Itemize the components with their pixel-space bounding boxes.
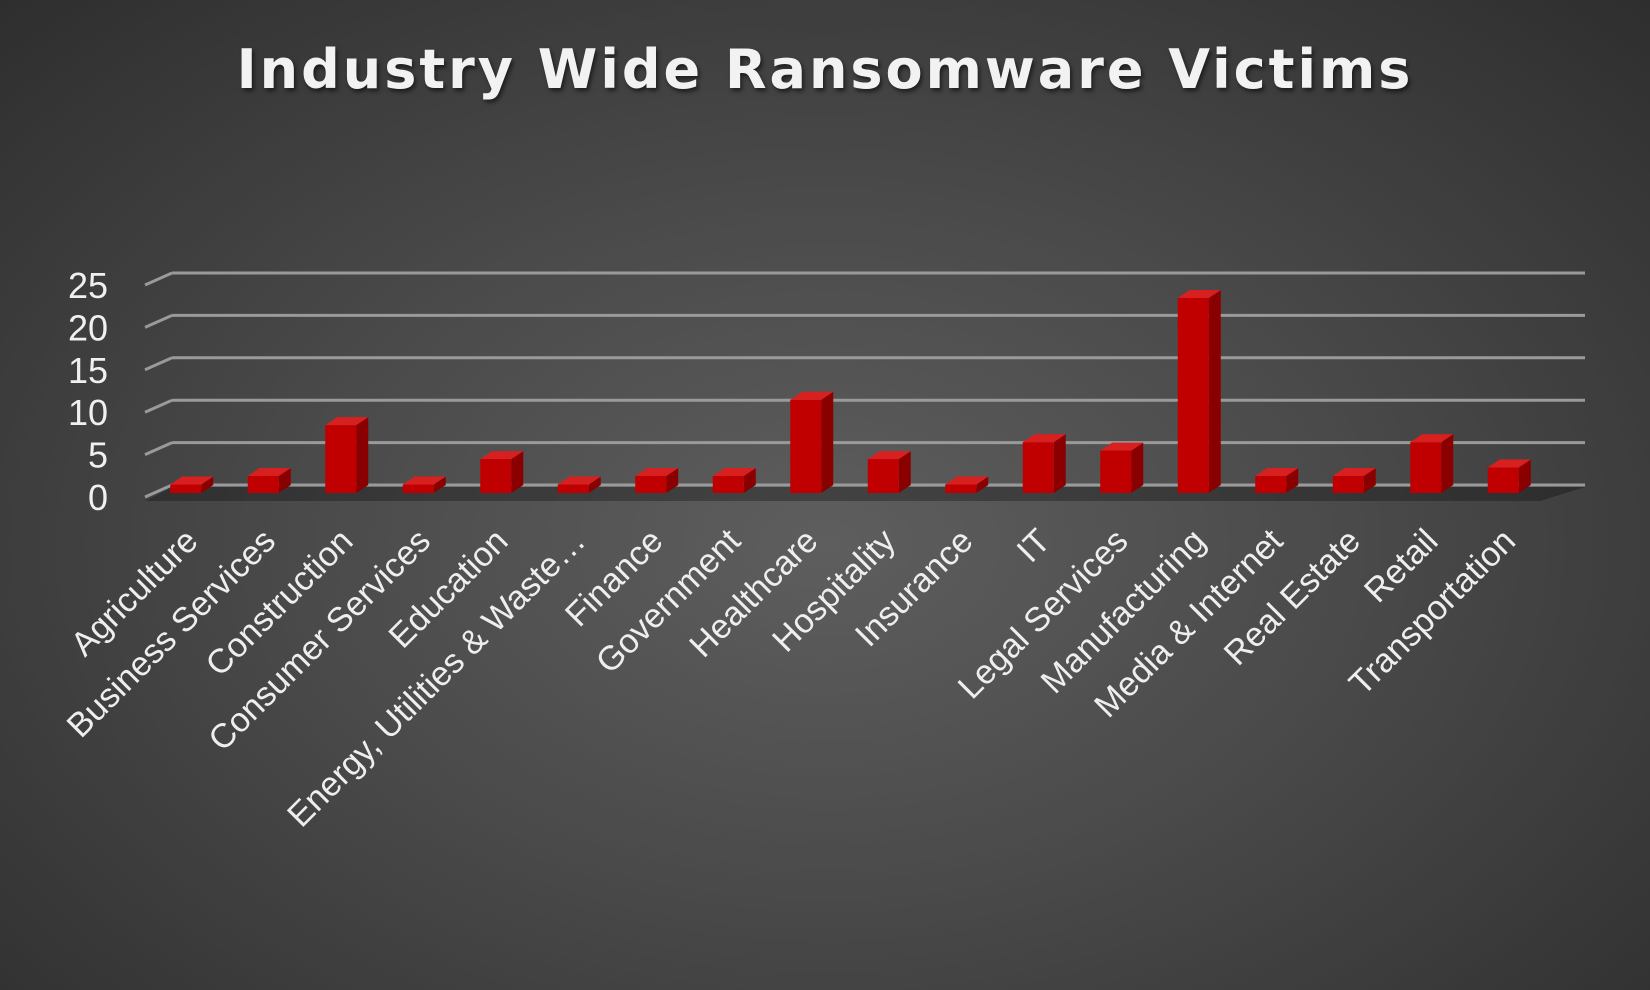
bar [1100,442,1144,493]
bar-side [511,451,524,493]
bar [790,391,834,493]
gridline-depth [144,398,173,414]
y-tick-label: 10 [68,392,108,433]
bar-side [201,476,214,493]
bar [402,476,446,493]
bar-front [247,476,279,493]
bar [325,417,369,493]
y-tick-label: 0 [88,477,108,518]
bar-side [278,468,291,493]
bar-side [1053,434,1066,493]
gridline-depth [144,314,173,329]
bar-side [666,468,679,493]
bar [1332,468,1376,493]
bar-side [1363,468,1376,493]
bar-side [356,417,369,493]
bar-front [712,476,744,493]
gridline-depth [144,356,173,372]
bar-front [1410,442,1442,493]
x-tick-label: IT [1010,522,1058,570]
bar-front [480,459,512,493]
bar-top [1410,434,1454,443]
bar-side [1518,459,1531,493]
gridline-depth [144,483,173,499]
bar-side [976,476,989,493]
bar-side [433,476,446,493]
bar [1487,459,1531,493]
y-tick-label: 25 [68,265,108,306]
bar-front [1100,450,1132,493]
bar-top [1332,468,1376,477]
y-tick-label: 15 [68,350,108,391]
bar [1022,434,1066,493]
bar-top [557,476,601,485]
bar-side [743,468,756,493]
y-tick-label: 5 [88,435,108,476]
bar [247,468,291,493]
bar-top [1022,434,1066,443]
bar-top [867,451,911,460]
bar-top [790,391,834,400]
chart-title: Industry Wide Ransomware Victims [236,38,1414,101]
bar-front [1332,476,1364,493]
bar [480,451,524,493]
bar-front [1487,467,1519,493]
bar-front [170,484,202,493]
bar-front [867,459,899,493]
bar-side [588,476,601,493]
gridline-depth [144,441,173,456]
bar-front [945,484,977,493]
bar [635,468,679,493]
gridline-depth [144,271,173,287]
bar [945,476,989,493]
bar-front [635,476,667,493]
bar-top [1100,442,1144,451]
bar-front [402,484,434,493]
bar-top [712,468,756,477]
bar-front [325,425,357,493]
bar [1410,434,1454,493]
bar-top [480,451,524,460]
bars [170,289,1531,493]
bar-side [898,451,911,493]
bar-front [557,484,589,493]
bar-side [1208,289,1221,493]
bar-top [325,417,369,426]
bar-top [1487,459,1531,468]
bar-top [1255,468,1299,477]
bar-front [1177,297,1209,493]
bar [712,468,756,493]
bar [867,451,911,493]
y-tick-label: 20 [68,307,108,348]
bar [1177,289,1221,493]
bar-side [1441,434,1454,493]
bar-front [1022,442,1054,493]
bar [1255,468,1299,493]
bar-top [247,468,291,477]
bar-front [1255,476,1287,493]
bar [170,476,214,493]
bar-side [1131,442,1144,493]
bar-side [821,391,834,493]
bar-top [402,476,446,485]
bar-top [1177,289,1221,298]
bar-side [1286,468,1299,493]
bar-top [170,476,214,485]
bar-top [635,468,679,477]
bar-front [790,399,822,493]
bar [557,476,601,493]
bar-top [945,476,989,485]
